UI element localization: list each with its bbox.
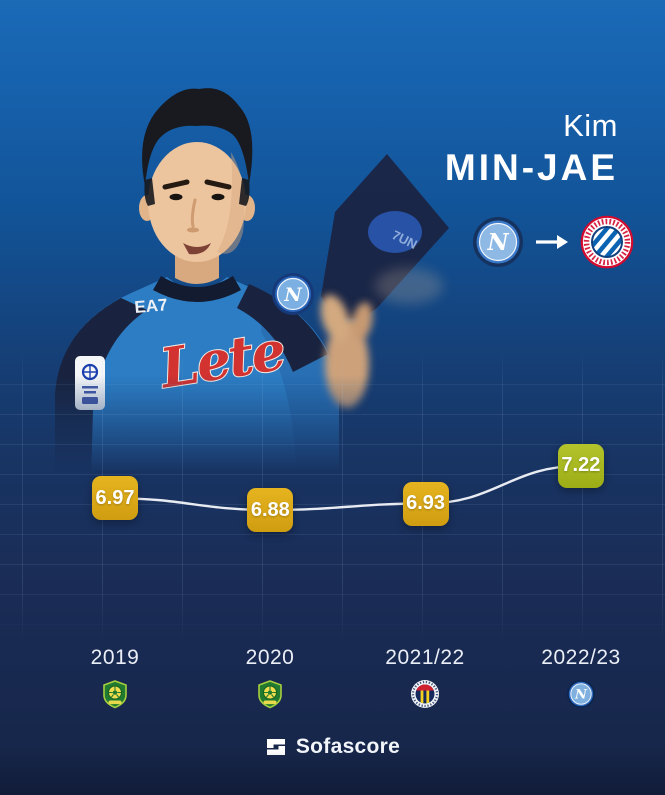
bayern-badge-icon bbox=[580, 215, 634, 269]
player-raised-arm: 7UN bbox=[321, 154, 449, 319]
jersey-collar bbox=[153, 276, 241, 302]
napoli-logo-icon: N bbox=[567, 680, 595, 708]
rating-box: 7.22 bbox=[557, 443, 604, 488]
season-label: 2019 bbox=[90, 646, 140, 669]
beijing-guoan-logo-icon bbox=[103, 680, 127, 709]
jersey-chest-badge: N bbox=[272, 273, 314, 315]
serie-a-patch bbox=[75, 356, 105, 410]
bottom-shade bbox=[0, 749, 665, 795]
player-hand bbox=[320, 294, 373, 408]
footer-brand-text: Sofascore bbox=[295, 735, 401, 758]
footer-brand-row: Sofascore bbox=[0, 735, 665, 759]
arrow-right-icon bbox=[536, 235, 568, 249]
sofascore-logo-icon bbox=[266, 739, 285, 755]
season-label: 2022/23 bbox=[541, 646, 621, 669]
player-hair bbox=[142, 88, 253, 186]
jersey-brand-text: EA7 bbox=[134, 295, 169, 317]
rating-box: 6.93 bbox=[402, 481, 449, 526]
transfer-row: N bbox=[472, 215, 634, 269]
season-col-2022-23: 2022/23 N bbox=[506, 646, 656, 709]
rating-box: 6.97 bbox=[92, 476, 138, 521]
season-label: 2020 bbox=[245, 646, 295, 669]
player-jersey bbox=[55, 277, 339, 478]
player-photo: 7UN bbox=[55, 88, 449, 478]
season-col-2021-22: 2021/22 bbox=[350, 646, 500, 709]
player-head bbox=[139, 88, 255, 262]
beijing-guoan-logo-icon bbox=[258, 680, 282, 709]
svg-text:N: N bbox=[574, 688, 588, 703]
season-col-2020: 2020 bbox=[195, 646, 345, 709]
player-first-name: Kim bbox=[563, 108, 618, 143]
season-label: 2021/22 bbox=[385, 646, 465, 669]
rating-box: 6.88 bbox=[247, 488, 294, 532]
player-last-name: MIN-JAE bbox=[444, 147, 618, 188]
napoli-badge-letter: N bbox=[486, 229, 509, 256]
napoli-badge-icon: N bbox=[473, 217, 523, 267]
fenerbahce-logo-icon bbox=[411, 680, 439, 708]
season-col-2019: 2019 bbox=[40, 646, 190, 709]
chest-badge-letter: N bbox=[283, 284, 302, 306]
